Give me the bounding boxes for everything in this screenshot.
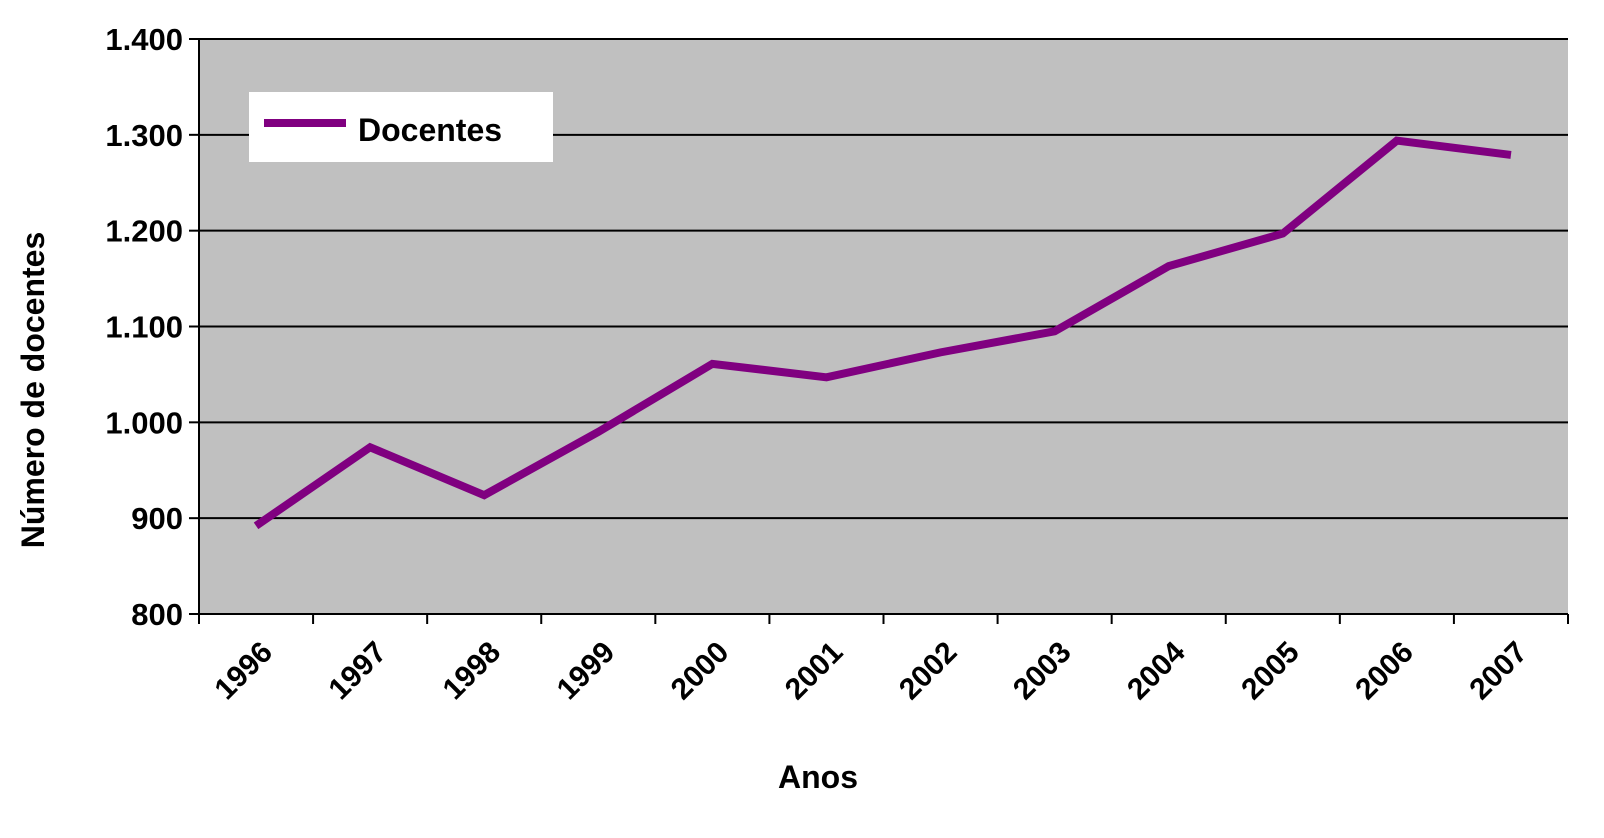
y-tick-label: 1.300 [105, 118, 183, 153]
x-tick-label: 2002 [893, 636, 964, 707]
y-tick-label: 1.200 [105, 214, 183, 249]
x-tick-label: 2007 [1463, 636, 1534, 707]
y-tick-label: 1.000 [105, 405, 183, 440]
x-tick-label: 2003 [1007, 636, 1078, 707]
x-tick-label: 2000 [665, 636, 736, 707]
x-tick-label: 1996 [208, 636, 279, 707]
x-tick-label: 2005 [1235, 636, 1306, 707]
legend: Docentes [249, 92, 553, 162]
y-axis-label: Número de docentes [15, 232, 51, 549]
x-tick-label: 1998 [437, 636, 508, 707]
x-tick-label: 2006 [1349, 636, 1420, 707]
y-tick-label: 900 [131, 501, 183, 536]
line-series [253, 136, 1512, 530]
y-tick-label: 1.400 [105, 22, 183, 57]
x-axis-label: Anos [778, 759, 858, 795]
x-tick-label: 1997 [323, 636, 394, 707]
y-tick-label: 800 [131, 597, 183, 632]
x-tick-label: 2004 [1121, 635, 1192, 706]
x-tick-label: 2001 [779, 636, 850, 707]
legend-label: Docentes [358, 112, 502, 148]
x-tick-label: 1999 [551, 636, 622, 707]
y-tick-label: 1.100 [105, 310, 183, 345]
